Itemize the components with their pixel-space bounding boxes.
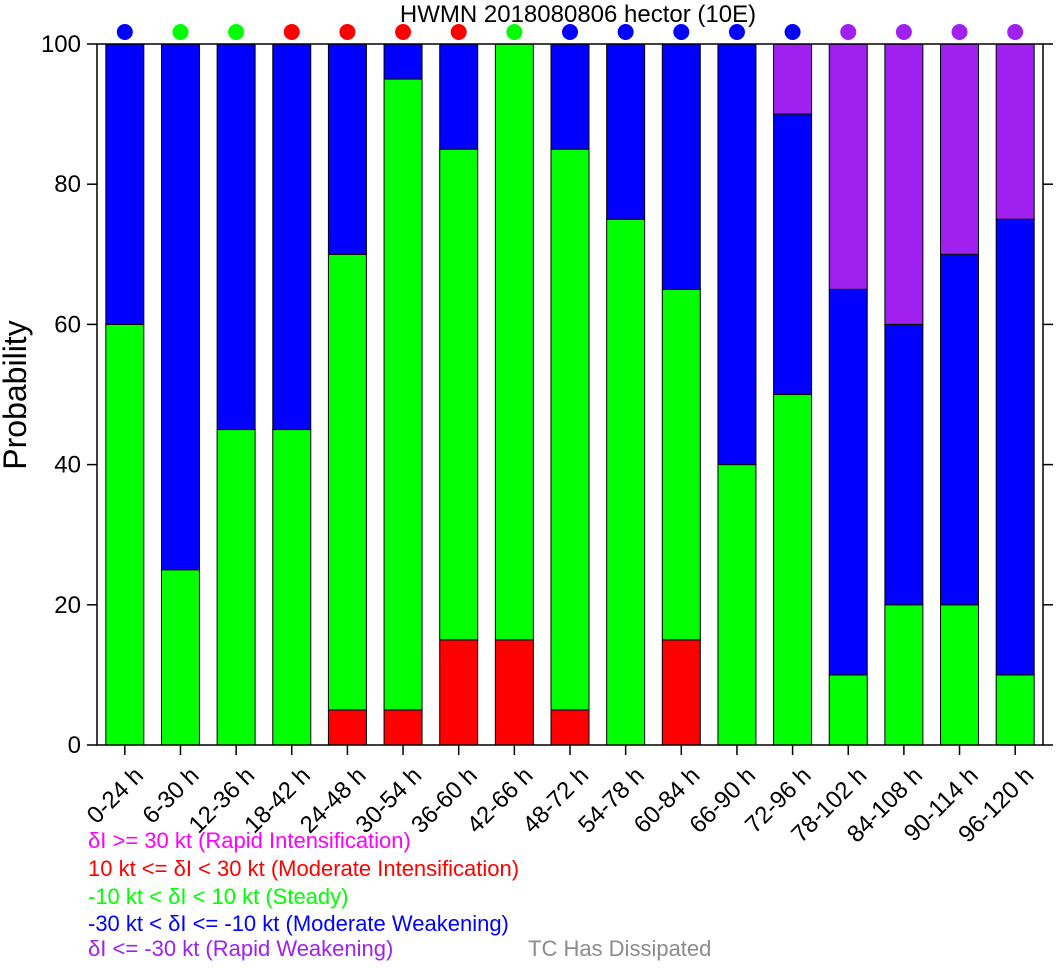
x-axis: 0-24 h6-30 h12-36 h18-42 h24-48 h30-54 h… — [82, 745, 1039, 848]
bar-segment-mod_int-10 — [661, 639, 701, 746]
top-marker-16 — [1007, 24, 1024, 40]
bar-segment-rapid_weak-15 — [940, 43, 980, 255]
bar-segment-mod_weak-16 — [995, 218, 1035, 676]
chart-title: HWMN 2018080806 hector (10E) — [400, 1, 756, 28]
top-marker-6 — [450, 24, 467, 40]
legend-item-steady: -10 kt < δI < 10 kt (Steady) — [88, 884, 349, 909]
bar-segment-steady-9 — [606, 218, 646, 746]
y-tick-label: 40 — [54, 452, 81, 479]
bar-segment-rapid_weak-14 — [884, 43, 924, 325]
bar-segment-steady-10 — [661, 288, 701, 641]
bar-segment-steady-0 — [105, 323, 145, 746]
bar-segment-rapid_weak-12 — [773, 43, 813, 115]
legend-item-rapid-weakening: δI <= -30 kt (Rapid Weakening) — [88, 936, 394, 961]
top-marker-10 — [673, 24, 690, 40]
top-markers-group — [116, 24, 1024, 40]
bar-segment-steady-5 — [383, 78, 423, 711]
bar-segment-rapid_weak-16 — [995, 43, 1035, 220]
bar-segment-steady-7 — [494, 43, 534, 641]
bar-segment-steady-12 — [773, 394, 813, 746]
bar-segment-mod_weak-1 — [160, 43, 200, 571]
bar-segment-mod_int-4 — [327, 709, 367, 746]
bar-segment-mod_weak-15 — [940, 253, 980, 606]
bar-segment-steady-3 — [272, 429, 312, 746]
bar-segment-mod_weak-6 — [439, 43, 479, 150]
top-marker-3 — [283, 24, 300, 40]
bar-segment-mod_int-8 — [550, 709, 590, 746]
bar-segment-mod_weak-14 — [884, 323, 924, 606]
bar-segment-steady-11 — [717, 464, 757, 746]
bar-segment-mod_weak-5 — [383, 43, 423, 80]
y-tick-label: 60 — [54, 311, 81, 338]
bar-segment-mod_weak-8 — [550, 43, 590, 150]
top-marker-1 — [172, 24, 189, 40]
bar-segment-steady-4 — [327, 253, 367, 711]
y-tick-label: 100 — [41, 31, 81, 58]
top-marker-13 — [840, 24, 857, 40]
legend-item-moderate-weakening: -30 kt < δI <= -10 kt (Moderate Weakenin… — [88, 911, 509, 936]
bar-segment-rapid_weak-13 — [828, 43, 868, 290]
bar-segment-mod_weak-2 — [216, 43, 256, 431]
dissipated-note: TC Has Dissipated — [528, 936, 712, 961]
y-tick-label: 0 — [68, 732, 81, 759]
bar-segment-mod_int-6 — [439, 639, 479, 746]
legend-item-rapid-intensification: δI >= 30 kt (Rapid Intensification) — [88, 828, 411, 853]
bar-segment-steady-14 — [884, 604, 924, 746]
y-axis-label: Probability — [0, 320, 33, 469]
top-marker-8 — [562, 24, 578, 40]
top-marker-12 — [784, 24, 801, 40]
top-marker-4 — [339, 24, 356, 40]
bar-segment-steady-8 — [550, 148, 590, 711]
bar-segment-mod_weak-10 — [661, 43, 701, 290]
bar-segment-mod_int-7 — [494, 639, 534, 746]
y-tick-label: 20 — [54, 592, 81, 619]
top-marker-9 — [617, 24, 634, 40]
legend-item-moderate-intensification: 10 kt <= δI < 30 kt (Moderate Intensific… — [88, 856, 520, 881]
top-marker-14 — [895, 24, 912, 40]
top-marker-15 — [951, 24, 968, 40]
bar-segment-mod_weak-3 — [272, 43, 312, 431]
top-marker-2 — [228, 24, 245, 40]
top-marker-5 — [395, 24, 412, 40]
bar-segment-mod_weak-4 — [327, 43, 367, 255]
bar-segment-mod_weak-13 — [828, 288, 868, 676]
y-tick-label: 80 — [54, 171, 81, 198]
bars-group — [105, 43, 1035, 746]
top-marker-11 — [728, 24, 745, 40]
x-tick-label: 0-24 h — [82, 762, 149, 829]
top-marker-0 — [116, 24, 133, 40]
bar-segment-steady-16 — [995, 674, 1035, 746]
top-marker-7 — [506, 24, 523, 40]
y-axis: 0 20 40 60 80 100 — [41, 31, 1053, 759]
bar-segment-mod_weak-0 — [105, 43, 145, 325]
bar-segment-steady-6 — [439, 148, 479, 641]
bar-segment-steady-13 — [828, 674, 868, 746]
bar-segment-steady-1 — [160, 569, 200, 746]
bar-segment-mod_int-5 — [383, 709, 423, 746]
bar-segment-mod_weak-9 — [606, 43, 646, 220]
bar-segment-steady-15 — [940, 604, 980, 746]
bar-segment-mod_weak-12 — [773, 113, 813, 395]
bar-segment-steady-2 — [216, 429, 256, 746]
bar-segment-mod_weak-11 — [717, 43, 757, 466]
